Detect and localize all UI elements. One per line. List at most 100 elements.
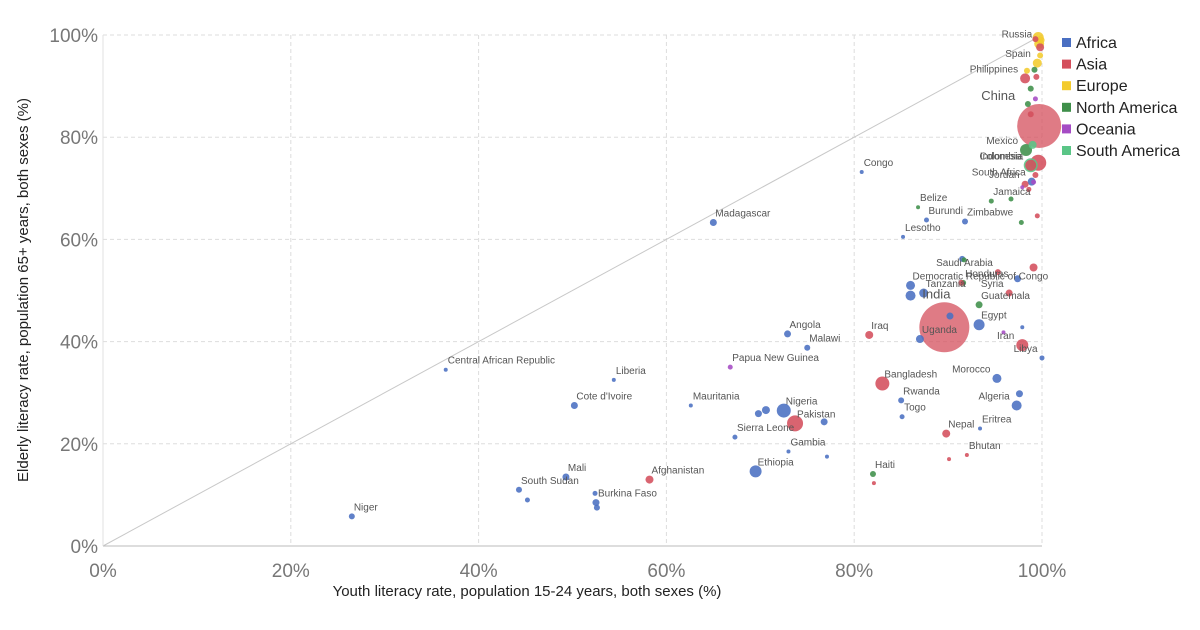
data-point[interactable] [1020, 185, 1025, 190]
data-point[interactable] [784, 330, 792, 338]
data-point[interactable] [1020, 325, 1025, 330]
data-point[interactable] [804, 344, 811, 351]
data-point[interactable] [570, 401, 578, 409]
data-point[interactable] [1032, 96, 1038, 102]
data-point[interactable] [761, 406, 770, 415]
data-point[interactable] [749, 465, 762, 478]
y-tick-label: 0% [71, 537, 99, 558]
data-point[interactable] [1027, 85, 1034, 92]
data-point[interactable] [992, 373, 1002, 383]
y-tick-label: 20% [60, 435, 98, 456]
data-point[interactable] [727, 364, 733, 370]
data-point[interactable] [1016, 339, 1029, 352]
data-point[interactable] [859, 169, 864, 174]
data-point[interactable] [754, 410, 762, 418]
data-point[interactable] [1037, 52, 1044, 59]
data-point[interactable] [593, 504, 600, 511]
data-point[interactable] [732, 434, 738, 440]
data-point[interactable] [709, 219, 717, 227]
data-point[interactable] [787, 415, 804, 432]
data-point[interactable] [906, 280, 916, 290]
data-point[interactable] [1029, 263, 1038, 272]
data-point[interactable] [964, 453, 969, 458]
data-point[interactable] [592, 490, 598, 496]
legend-label[interactable]: Asia [1076, 57, 1107, 74]
data-point[interactable] [820, 418, 828, 426]
data-point[interactable] [919, 288, 929, 298]
data-point[interactable] [1032, 36, 1039, 43]
data-point[interactable] [1037, 36, 1045, 44]
legend-label[interactable]: Europe [1076, 78, 1128, 95]
data-point[interactable] [443, 367, 448, 372]
legend-label[interactable]: Oceania [1076, 121, 1136, 138]
data-point[interactable] [1001, 330, 1006, 335]
point-label: Mali [568, 463, 586, 474]
data-point[interactable] [1008, 196, 1014, 202]
data-point[interactable] [869, 470, 876, 477]
data-point[interactable] [1024, 100, 1031, 107]
data-point[interactable] [975, 301, 983, 309]
data-point[interactable] [915, 335, 924, 344]
data-point[interactable] [645, 475, 654, 484]
data-point[interactable] [899, 414, 905, 420]
data-point[interactable] [515, 486, 522, 493]
data-point[interactable] [978, 426, 983, 431]
data-point[interactable] [688, 403, 693, 408]
data-point[interactable] [962, 218, 969, 225]
point-label: Indonesia [980, 151, 1024, 162]
data-point[interactable] [1015, 390, 1023, 398]
data-point[interactable] [786, 449, 791, 454]
data-point[interactable] [824, 454, 829, 459]
data-point[interactable] [988, 198, 994, 204]
data-point[interactable] [898, 397, 905, 404]
data-point[interactable] [776, 403, 791, 418]
data-point[interactable] [973, 319, 985, 331]
data-point[interactable] [916, 205, 921, 210]
legend-label[interactable]: North America [1076, 100, 1177, 117]
data-point[interactable] [905, 290, 916, 301]
data-point[interactable] [946, 312, 954, 320]
data-point[interactable] [592, 499, 600, 507]
data-point[interactable] [1020, 73, 1031, 84]
data-point[interactable] [1033, 73, 1040, 80]
data-point[interactable] [865, 330, 874, 339]
data-point[interactable] [994, 269, 1001, 276]
point-label: Afghanistan [651, 466, 704, 477]
data-point[interactable] [1017, 103, 1062, 148]
data-point[interactable] [1039, 355, 1045, 361]
point-label: Cote d'Ivoire [576, 391, 632, 402]
data-point[interactable] [961, 257, 967, 263]
data-point[interactable] [1020, 143, 1033, 156]
legend-label[interactable]: Africa [1076, 35, 1117, 52]
data-point[interactable] [871, 481, 876, 486]
data-point[interactable] [1005, 289, 1013, 297]
data-point[interactable] [1031, 179, 1037, 185]
data-point[interactable] [1036, 43, 1045, 52]
data-point[interactable] [611, 377, 616, 382]
legend-label[interactable]: South America [1076, 143, 1180, 160]
data-point[interactable] [924, 217, 930, 223]
legend-swatch [1062, 124, 1071, 134]
data-point[interactable] [1027, 111, 1034, 118]
data-point[interactable] [1026, 186, 1032, 192]
data-point[interactable] [524, 497, 530, 503]
point-label: Bangladesh [884, 370, 937, 381]
data-point[interactable] [1031, 66, 1038, 73]
data-point[interactable] [958, 279, 965, 286]
data-point[interactable] [942, 429, 951, 438]
data-point[interactable] [1032, 58, 1042, 68]
data-point[interactable] [947, 457, 952, 462]
data-point[interactable] [1023, 67, 1030, 74]
data-point[interactable] [875, 376, 890, 391]
data-point[interactable] [919, 302, 970, 353]
data-point[interactable] [1011, 400, 1022, 411]
data-point[interactable] [1018, 220, 1024, 226]
data-point[interactable] [562, 473, 570, 481]
data-point[interactable] [348, 513, 355, 520]
data-point[interactable] [901, 234, 906, 239]
data-point[interactable] [1034, 213, 1040, 219]
data-point[interactable] [1014, 275, 1022, 283]
data-point[interactable] [1032, 172, 1039, 179]
data-point[interactable] [1028, 140, 1037, 149]
data-point[interactable] [1025, 159, 1037, 171]
